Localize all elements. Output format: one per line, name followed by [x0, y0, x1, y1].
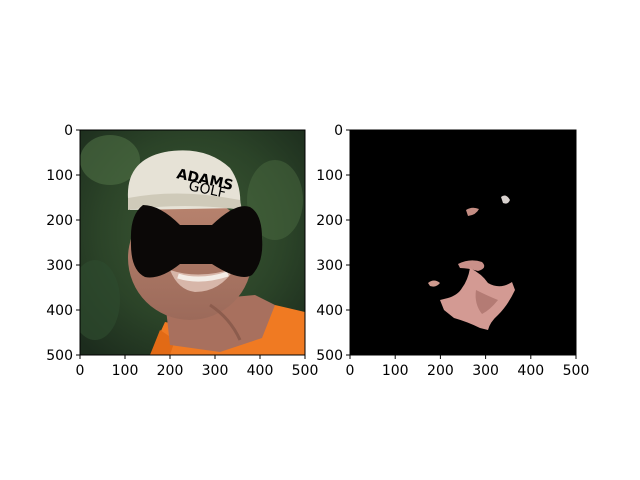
left-x-tick-label: 300: [202, 363, 229, 379]
left-x-tick-label: 500: [292, 363, 319, 379]
left-x-tick-label: 100: [112, 363, 139, 379]
right-y-tick-label: 400: [316, 303, 343, 319]
mask-region: [428, 280, 440, 287]
left-y-tick-label: 0: [64, 123, 73, 139]
right-y-tick-label: 300: [316, 258, 343, 274]
right-y-tick-label: 100: [316, 168, 343, 184]
left-photo: ADAMS GOLF: [80, 130, 305, 355]
right-axes-frame: [349, 129, 577, 356]
right-x-tick-label: 0: [346, 363, 355, 379]
svg-text:GOLF: GOLF: [187, 178, 227, 201]
right-x-tick-label: 100: [382, 363, 409, 379]
right-y-tick-label: 0: [334, 123, 343, 139]
left-image-panel: ADAMS GOLF 0 100 200 300 400 5000100200300400…: [46, 123, 318, 379]
left-y-tick-label: 100: [46, 168, 73, 184]
right-x-tick-label: 300: [472, 363, 499, 379]
left-axes-frame: [79, 129, 306, 356]
mask-region: [501, 195, 510, 204]
bow-tie-mask: [130, 205, 263, 278]
right-x-tick-label: 500: [563, 363, 590, 379]
mask-region: [466, 207, 479, 216]
right-x-tick-label: 400: [517, 363, 544, 379]
left-y-tick-label: 300: [46, 258, 73, 274]
left-x-tick-label: 0: [76, 363, 85, 379]
right-y-tick-label: 500: [316, 348, 343, 364]
left-y-tick-label: 500: [46, 348, 73, 364]
mask-background: [350, 130, 576, 355]
mask-region: [458, 260, 485, 271]
left-x-tick-label: 400: [247, 363, 274, 379]
left-y-tick-label: 200: [46, 213, 73, 229]
right-x-tick-label: 200: [427, 363, 454, 379]
left-x-tick-label: 200: [157, 363, 184, 379]
left-y-tick-label: 400: [46, 303, 73, 319]
right-mask: [350, 130, 576, 355]
right-y-tick-label: 200: [316, 213, 343, 229]
